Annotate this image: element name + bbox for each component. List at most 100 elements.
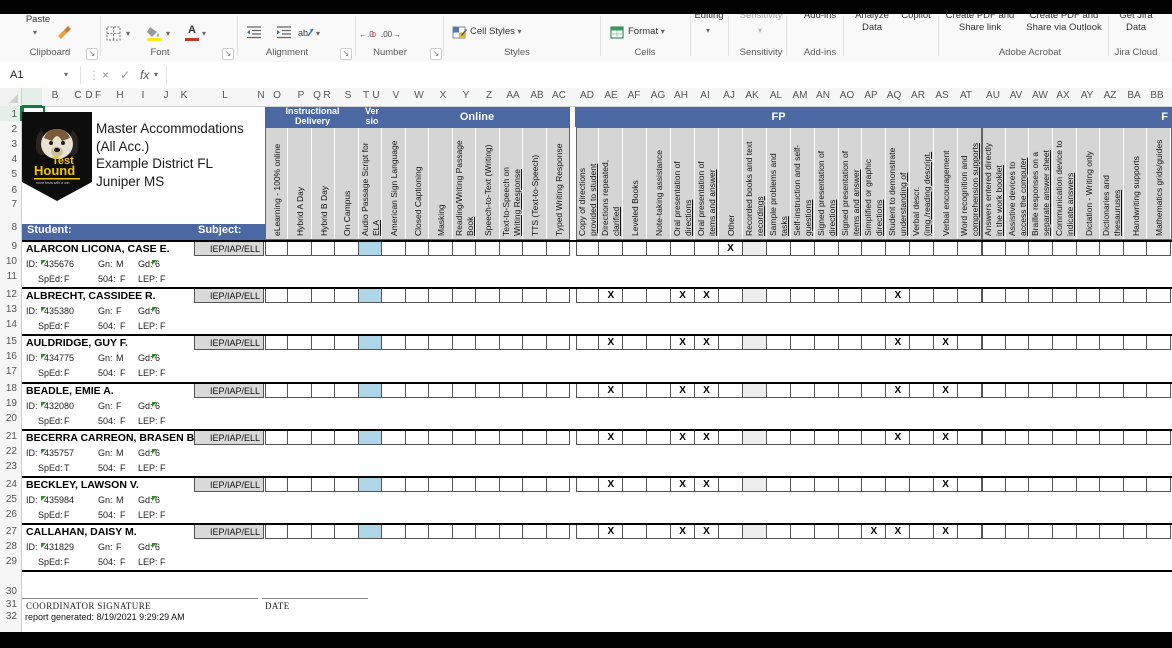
grid-cell-r[interactable] xyxy=(311,429,336,445)
grid-cell-s[interactable] xyxy=(335,524,359,540)
grid-cell-tu[interactable] xyxy=(358,429,383,445)
x-mark-aq[interactable]: X xyxy=(886,288,911,304)
grid-cell-tu[interactable] xyxy=(358,241,383,256)
grid-cell-ag[interactable] xyxy=(647,477,672,492)
grid-cell-z[interactable] xyxy=(476,335,500,351)
grid-cell-az[interactable] xyxy=(1100,477,1124,492)
column-header-AF[interactable]: AF xyxy=(627,90,641,101)
column-header-K[interactable]: K xyxy=(180,90,188,101)
column-header-AW[interactable]: AW xyxy=(1032,90,1048,101)
grid-cell-ao[interactable] xyxy=(838,524,863,540)
grid-cell-ab[interactable] xyxy=(523,429,547,445)
create-pdf-outlook-button[interactable]: Create PDF and Share via Outlook xyxy=(1026,10,1102,33)
grid-cell-y[interactable] xyxy=(452,288,477,304)
grid-cell-y[interactable] xyxy=(452,241,477,256)
formula-bar-menu-icon[interactable]: ⋮ xyxy=(88,68,100,82)
column-header-O[interactable]: O xyxy=(273,90,281,101)
accommodation-column-af[interactable] xyxy=(623,127,648,240)
grid-cell-ar[interactable] xyxy=(910,429,935,445)
grid-cell-w[interactable] xyxy=(405,335,430,351)
column-header-AZ[interactable]: AZ xyxy=(1103,90,1117,101)
grid-cell-ay[interactable] xyxy=(1076,477,1101,492)
fill-color-icon[interactable] xyxy=(146,25,162,41)
grid-cell-au[interactable] xyxy=(982,382,1006,398)
grid-cell-av[interactable] xyxy=(1005,382,1030,398)
row-header-25[interactable]: 25 xyxy=(5,494,17,505)
grid-cell-au[interactable] xyxy=(982,335,1006,351)
grid-cell-ax[interactable] xyxy=(1052,524,1077,540)
x-mark-as[interactable]: X xyxy=(934,382,959,398)
grid-cell-o[interactable] xyxy=(265,288,289,304)
grid-cell-p[interactable] xyxy=(288,524,312,540)
grid-cell-ap[interactable] xyxy=(862,429,887,445)
grid-cell-s[interactable] xyxy=(335,382,359,398)
grid-cell-bb[interactable] xyxy=(1147,288,1171,304)
font-color-icon[interactable]: A xyxy=(184,25,200,41)
grid-cell-v[interactable] xyxy=(382,382,406,398)
grid-cell-p[interactable] xyxy=(288,429,312,445)
grid-cell-ak[interactable] xyxy=(742,382,767,398)
grid-cell-tu[interactable] xyxy=(358,477,383,492)
row-header-15[interactable]: 15 xyxy=(5,336,17,347)
grid-cell-aq[interactable] xyxy=(886,241,911,256)
grid-cell-y[interactable] xyxy=(452,382,477,398)
accommodation-column-ba[interactable] xyxy=(1123,127,1148,240)
column-header-V[interactable]: V xyxy=(392,90,400,101)
grid-cell-s[interactable] xyxy=(335,429,359,445)
column-header-N[interactable]: N xyxy=(257,90,265,101)
grid-cell-at[interactable] xyxy=(958,477,982,492)
grid-cell-ae[interactable] xyxy=(599,241,624,256)
grid-cell-r[interactable] xyxy=(311,382,336,398)
grid-cell-ag[interactable] xyxy=(647,288,672,304)
accommodation-column-ap[interactable] xyxy=(862,127,887,240)
borders-chevron-icon[interactable]: ▾ xyxy=(126,29,131,38)
column-header-P[interactable]: P xyxy=(297,90,305,101)
accommodation-column-ae[interactable] xyxy=(599,127,624,240)
grid-cell-aw[interactable] xyxy=(1029,382,1053,398)
grid-cell-ar[interactable] xyxy=(910,241,935,256)
column-header-AT[interactable]: AT xyxy=(959,90,973,101)
column-header-W[interactable]: W xyxy=(414,90,424,101)
grid-cell-ar[interactable] xyxy=(910,288,935,304)
column-header-D[interactable]: D xyxy=(85,90,93,101)
grid-cell-af[interactable] xyxy=(623,335,648,351)
x-mark-ai[interactable]: X xyxy=(695,335,719,351)
grid-cell-av[interactable] xyxy=(1005,335,1030,351)
subject-cell[interactable]: IEP/IAP/ELL xyxy=(194,241,264,256)
x-mark-aj[interactable]: X xyxy=(718,241,743,256)
grid-cell-az[interactable] xyxy=(1100,288,1124,304)
grid-cell-as[interactable] xyxy=(934,241,959,256)
grid-cell-at[interactable] xyxy=(958,524,982,540)
grid-cell-ad[interactable] xyxy=(575,241,600,256)
grid-cell-aj[interactable] xyxy=(718,335,743,351)
grid-cell-p[interactable] xyxy=(288,335,312,351)
grid-cell-ac[interactable] xyxy=(546,382,570,398)
grid-cell-ax[interactable] xyxy=(1052,382,1077,398)
alignment-dialog-launcher-icon[interactable]: ↘ xyxy=(340,48,352,60)
column-header-AU[interactable]: AU xyxy=(986,90,1000,101)
grid-cell-ay[interactable] xyxy=(1076,524,1101,540)
grid-cell-al[interactable] xyxy=(766,477,791,492)
grid-cell-am[interactable] xyxy=(790,429,815,445)
accommodation-column-aw[interactable] xyxy=(1029,127,1053,240)
grid-cell-bb[interactable] xyxy=(1147,335,1171,351)
column-header-L[interactable]: L xyxy=(222,90,228,101)
grid-cell-al[interactable] xyxy=(766,382,791,398)
row-header-3[interactable]: 3 xyxy=(11,139,17,150)
grid-cell-at[interactable] xyxy=(958,288,982,304)
grid-cell-at[interactable] xyxy=(958,335,982,351)
x-mark-ai[interactable]: X xyxy=(695,382,719,398)
row-header-19[interactable]: 19 xyxy=(5,398,17,409)
enter-icon[interactable]: ✓ xyxy=(120,68,131,82)
grid-cell-ax[interactable] xyxy=(1052,429,1077,445)
grid-cell-w[interactable] xyxy=(405,288,430,304)
create-pdf-share-link-button[interactable]: Create PDF and Share link xyxy=(945,10,1015,33)
x-mark-ah[interactable]: X xyxy=(671,429,696,445)
row-header-5[interactable]: 5 xyxy=(11,169,17,180)
column-header-S[interactable]: S xyxy=(344,90,352,101)
grid-cell-v[interactable] xyxy=(382,288,406,304)
grid-cell-ar[interactable] xyxy=(910,477,935,492)
editing-button[interactable]: Editing xyxy=(694,10,724,21)
copilot-button[interactable]: Copilot xyxy=(901,10,931,21)
accommodation-column-w[interactable] xyxy=(405,127,430,240)
